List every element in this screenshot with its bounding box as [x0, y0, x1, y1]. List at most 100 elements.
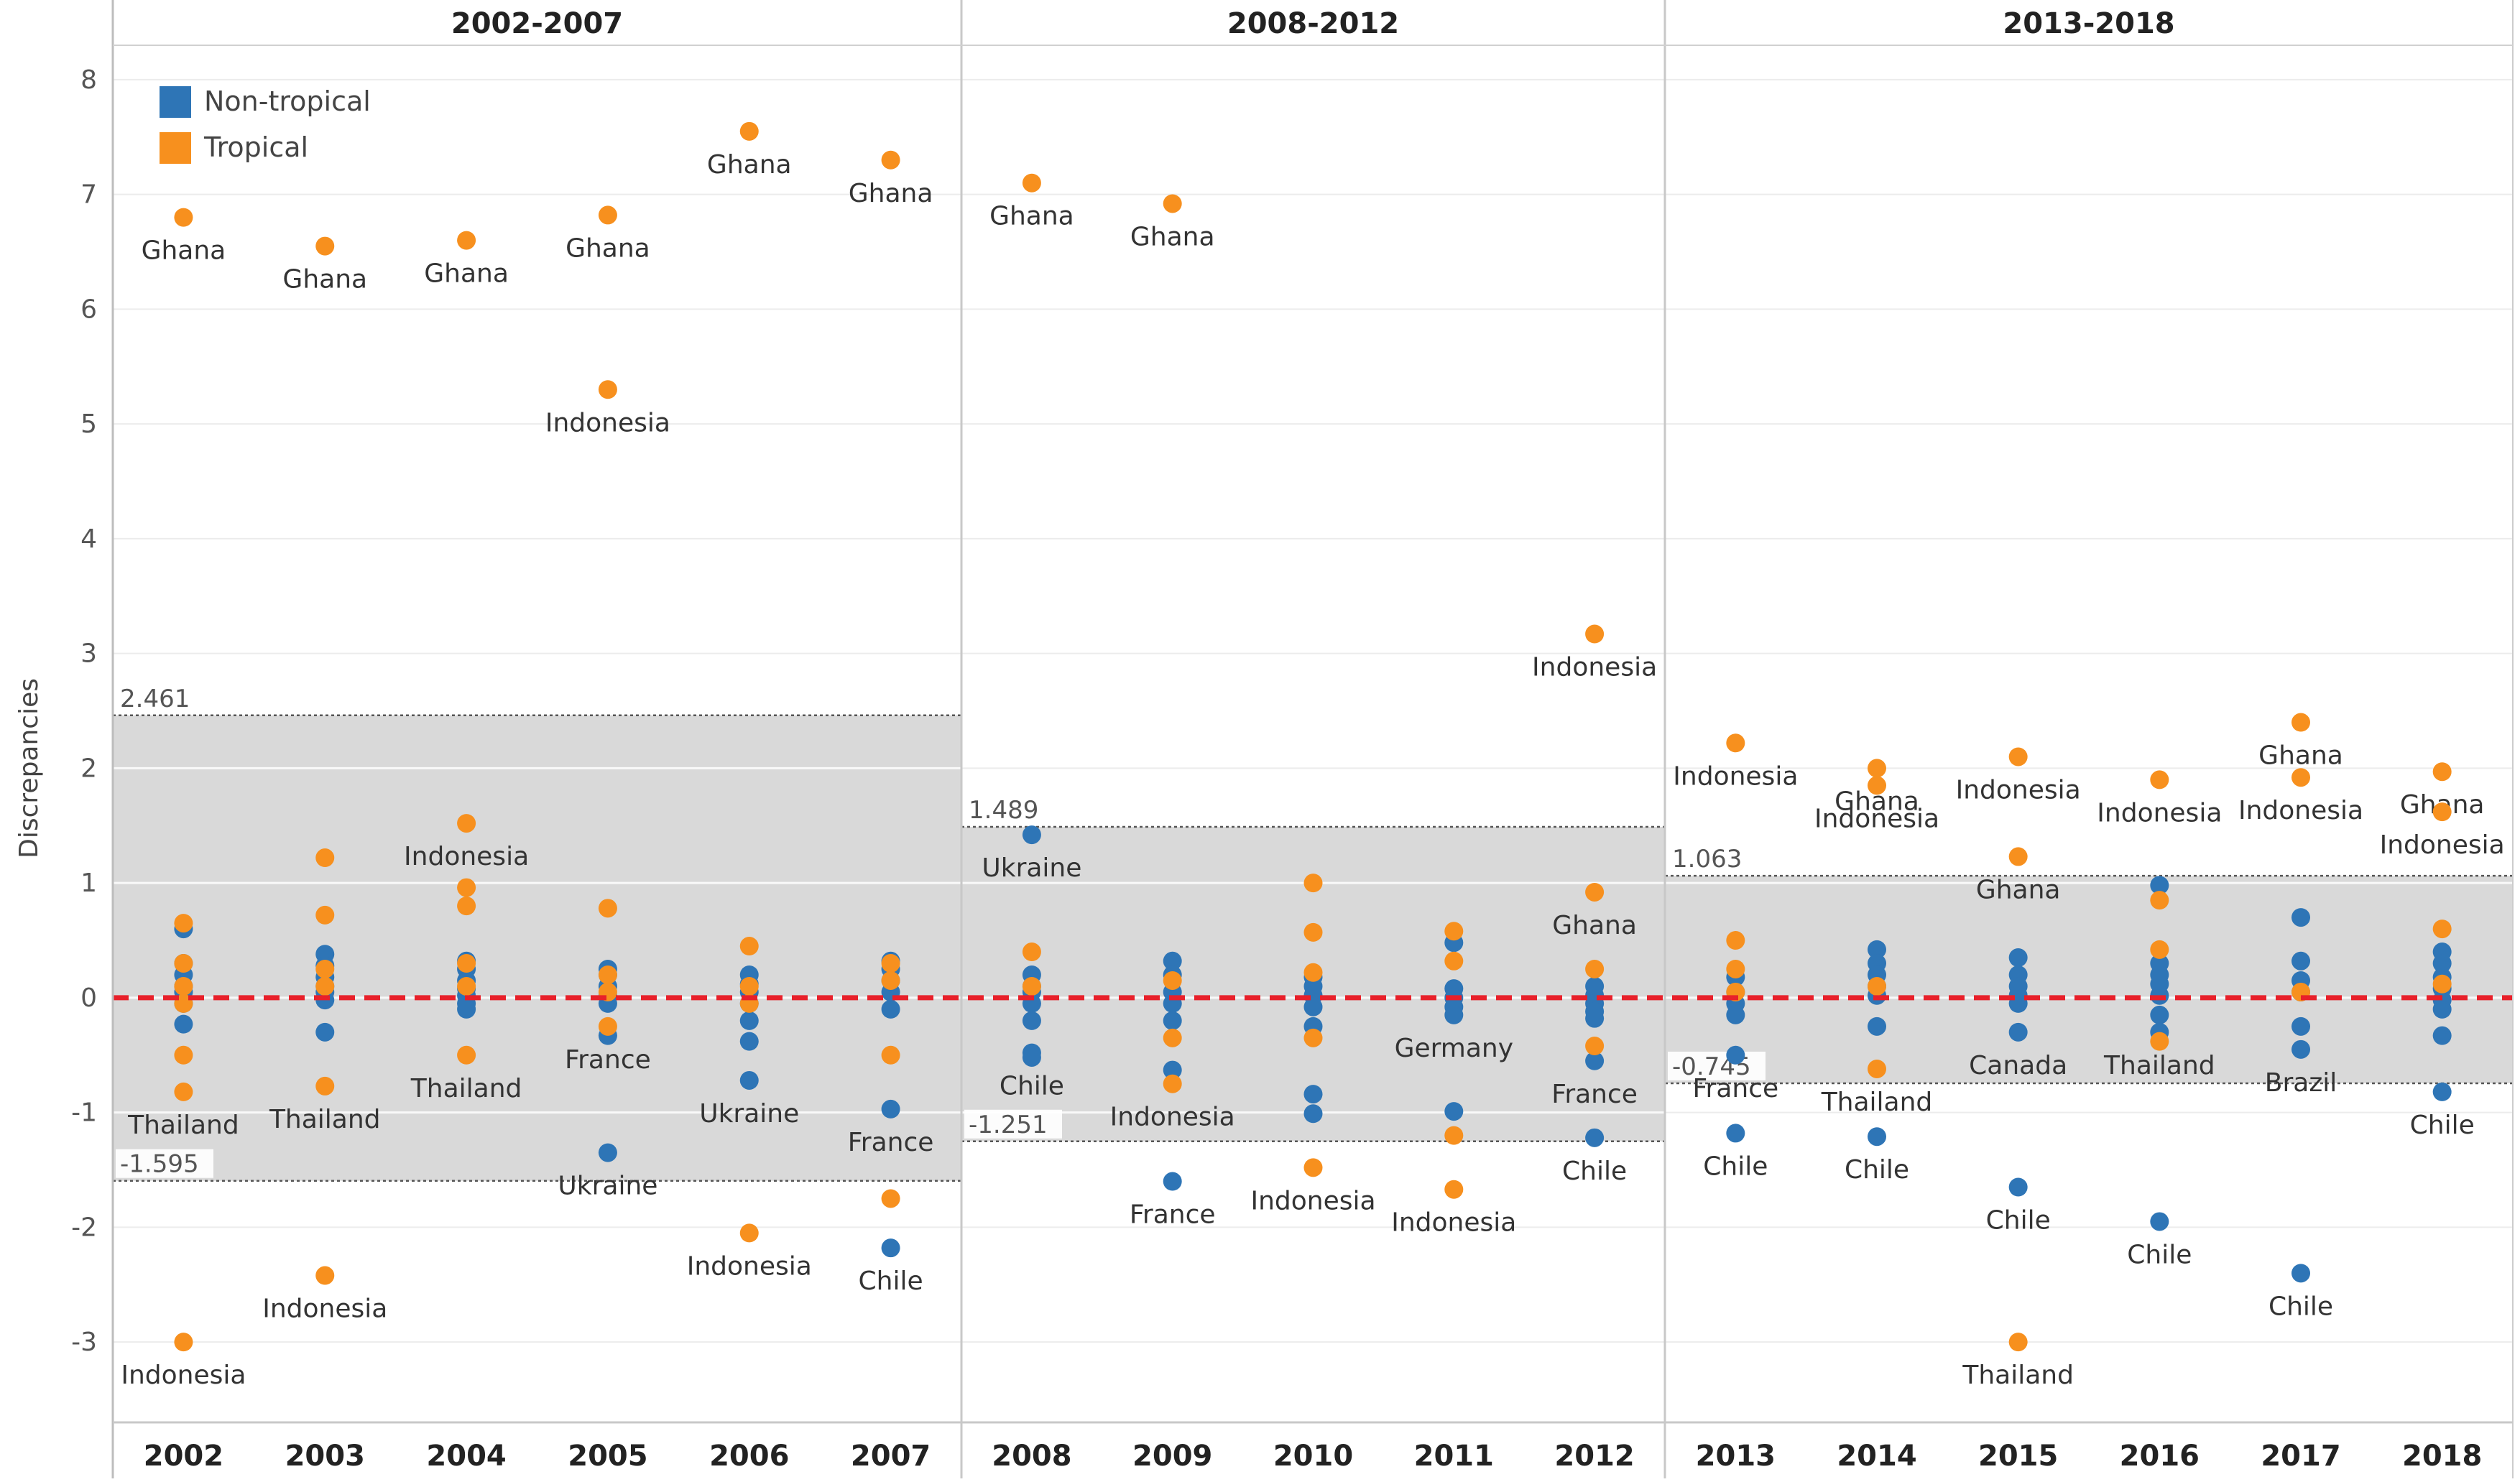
non-tropical-point: [174, 1014, 193, 1034]
tropical-point: [2008, 747, 2028, 767]
year-tick-label: 2017: [2261, 1440, 2340, 1473]
non-tropical-point: [1303, 997, 1323, 1016]
tropical-point: [881, 1045, 900, 1065]
point-label: Indonesia: [121, 1361, 246, 1390]
tropical-point: [2432, 920, 2452, 939]
point-label: Chile: [1000, 1072, 1064, 1101]
point-label: France: [1692, 1074, 1778, 1103]
panel-title: 2008-2012: [1227, 7, 1399, 40]
band-upper-label: 1.489: [969, 796, 1038, 825]
point-label: Brazil: [2265, 1068, 2337, 1098]
point-label: Ukraine: [558, 1172, 657, 1201]
band-upper-label: 2.461: [120, 685, 190, 713]
point-label: Ghana: [566, 233, 650, 263]
non-tropical-point: [2291, 908, 2310, 927]
y-tick-label: 2: [80, 754, 97, 783]
tropical-point: [174, 1082, 193, 1101]
tropical-point: [739, 976, 759, 996]
non-tropical-point: [457, 999, 476, 1019]
point-label: Chile: [2269, 1292, 2333, 1321]
point-label: Thailand: [1962, 1361, 2074, 1390]
tropical-point: [881, 971, 900, 990]
year-tick-label: 2004: [426, 1440, 506, 1473]
tropical-point: [174, 208, 193, 227]
non-tropical-point: [2291, 1016, 2310, 1036]
non-tropical-point: [1022, 1047, 1041, 1067]
point-label: Thailand: [127, 1111, 239, 1140]
tropical-point: [174, 976, 193, 996]
panel-title: 2013-2018: [2003, 7, 2174, 40]
non-tropical-point: [1868, 940, 1886, 959]
tropical-point: [1868, 1059, 1886, 1078]
non-tropical-point: [739, 1011, 759, 1030]
point-label: Ghana: [849, 179, 933, 208]
y-tick-label: 3: [80, 639, 97, 669]
non-tropical-point: [1303, 1085, 1323, 1104]
tropical-point: [1444, 922, 1464, 941]
point-label: Germany: [1395, 1034, 1513, 1063]
legend-label: Tropical: [203, 131, 308, 163]
tropical-point: [1163, 971, 1182, 990]
point-label: Indonesia: [404, 842, 529, 871]
tropical-point: [881, 150, 900, 170]
non-tropical-point: [315, 1022, 335, 1042]
tropical-point: [457, 954, 476, 973]
point-label: Ghana: [282, 265, 367, 295]
tropical-point: [598, 205, 617, 225]
tropical-point: [881, 1189, 900, 1208]
point-label: France: [848, 1128, 934, 1157]
point-label: Chile: [1986, 1206, 2051, 1236]
point-label: Indonesia: [1250, 1186, 1375, 1215]
y-tick-label: 8: [80, 65, 97, 95]
point-label: Thailand: [269, 1105, 381, 1134]
reference-band: [1665, 876, 2513, 1083]
point-label: Chile: [1703, 1152, 1768, 1181]
band-lower-label: -1.595: [120, 1150, 199, 1179]
non-tropical-point: [1585, 1128, 1605, 1147]
point-label: Chile: [2127, 1240, 2192, 1269]
tropical-point: [1868, 759, 1886, 778]
tropical-point: [315, 848, 335, 868]
point-label: Thailand: [1821, 1088, 1933, 1117]
non-tropical-point: [1726, 1124, 1745, 1143]
year-tick-label: 2002: [144, 1440, 223, 1473]
point-label: Indonesia: [1391, 1208, 1516, 1238]
tropical-point: [2008, 847, 2028, 866]
band-lower-label: -1.251: [969, 1111, 1048, 1139]
point-label: Indonesia: [1110, 1103, 1235, 1132]
band-upper-label: 1.063: [1672, 845, 1742, 874]
tropical-point: [1303, 1158, 1323, 1177]
year-tick-label: 2010: [1273, 1440, 1353, 1473]
tropical-point: [1868, 976, 1886, 996]
point-label: Ghana: [1552, 911, 1637, 940]
tropical-point: [1585, 959, 1605, 978]
legend-swatch: [160, 86, 191, 118]
band-upper-label-bg: [116, 683, 199, 713]
tropical-point: [315, 905, 335, 925]
year-tick-label: 2014: [1837, 1440, 1916, 1473]
tropical-point: [1444, 1180, 1464, 1199]
non-tropical-point: [2150, 876, 2169, 895]
tropical-point: [315, 1076, 335, 1096]
non-tropical-point: [598, 1143, 617, 1162]
point-label: Thailand: [410, 1074, 522, 1103]
y-tick-label: -3: [71, 1328, 97, 1357]
tropical-point: [457, 1045, 476, 1065]
non-tropical-point: [1022, 1011, 1041, 1030]
point-label: Ghana: [707, 150, 792, 180]
point-label: Thailand: [2103, 1051, 2215, 1080]
point-label: Indonesia: [1956, 775, 2081, 805]
tropical-point: [1444, 951, 1464, 971]
non-tropical-point: [739, 1070, 759, 1090]
tropical-point: [1303, 874, 1323, 893]
point-label: Ghana: [1976, 875, 2061, 904]
tropical-point: [2432, 762, 2452, 782]
point-label: Canada: [1969, 1051, 2067, 1080]
tropical-point: [1726, 959, 1745, 978]
tropical-point: [174, 914, 193, 933]
year-tick-label: 2009: [1132, 1440, 1212, 1473]
tropical-point: [1022, 173, 1041, 193]
tropical-point: [457, 231, 476, 250]
point-label: Ghana: [989, 202, 1074, 231]
non-tropical-point: [2008, 948, 2028, 968]
